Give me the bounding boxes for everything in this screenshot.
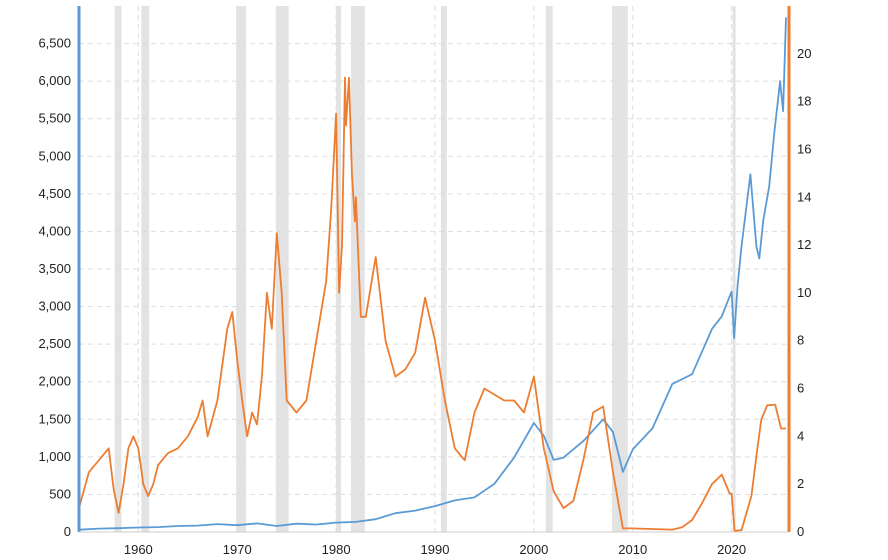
- y-right-tick-label: 10: [797, 285, 811, 300]
- x-tick-label: 2020: [717, 542, 746, 557]
- y-right-tick-label: 12: [797, 237, 811, 252]
- tick-labels: 0 500 1,000 1,500 2,000 2,500 3,000 3,500 4,000 4…: [38, 36, 811, 557]
- axes: [77, 6, 791, 533]
- y-right-tick-label: 0: [797, 524, 804, 539]
- x-tick-label: 1970: [223, 542, 252, 557]
- y-left-tick-label: 3,500: [38, 261, 71, 276]
- y-right-tick-label: 6: [797, 381, 804, 396]
- y-left-tick-label: 0: [64, 524, 71, 539]
- grid: [79, 6, 789, 532]
- recession-band: [275, 6, 289, 532]
- y-left-tick-label: 1,500: [38, 411, 71, 426]
- y-left-tick-label: 2,000: [38, 374, 71, 389]
- y-right-tick-label: 20: [797, 46, 811, 61]
- y-right-tick-label: 4: [797, 428, 804, 443]
- x-tick-label: 1960: [124, 542, 153, 557]
- y-left-tick-label: 6,000: [38, 73, 71, 88]
- x-tick-label: 1980: [322, 542, 351, 557]
- y-left-tick-label: 5,000: [38, 148, 71, 163]
- y-left-tick-label: 4,000: [38, 223, 71, 238]
- recession-band: [732, 6, 736, 532]
- x-tick-label: 1990: [421, 542, 450, 557]
- y-right-tick-label: 18: [797, 94, 811, 109]
- y-left-tick-label: 3,000: [38, 299, 71, 314]
- y-left-tick-label: 1,000: [38, 449, 71, 464]
- y-right-tick-label: 16: [797, 141, 811, 156]
- recession-band: [350, 6, 365, 532]
- series-line-right: [78, 76, 786, 532]
- y-right-tick-label: 2: [797, 476, 804, 491]
- x-tick-label: 2010: [618, 542, 647, 557]
- y-left-tick-label: 5,500: [38, 111, 71, 126]
- y-right-tick-label: 8: [797, 333, 804, 348]
- y-left-tick-label: 500: [49, 486, 71, 501]
- y-right-tick-label: 14: [797, 189, 811, 204]
- series-line-left: [78, 17, 787, 531]
- series-lines: [78, 17, 787, 532]
- y-left-tick-label: 2,500: [38, 336, 71, 351]
- y-left-tick-label: 6,500: [38, 36, 71, 51]
- y-left-tick-label: 4,500: [38, 186, 71, 201]
- x-tick-label: 2000: [519, 542, 548, 557]
